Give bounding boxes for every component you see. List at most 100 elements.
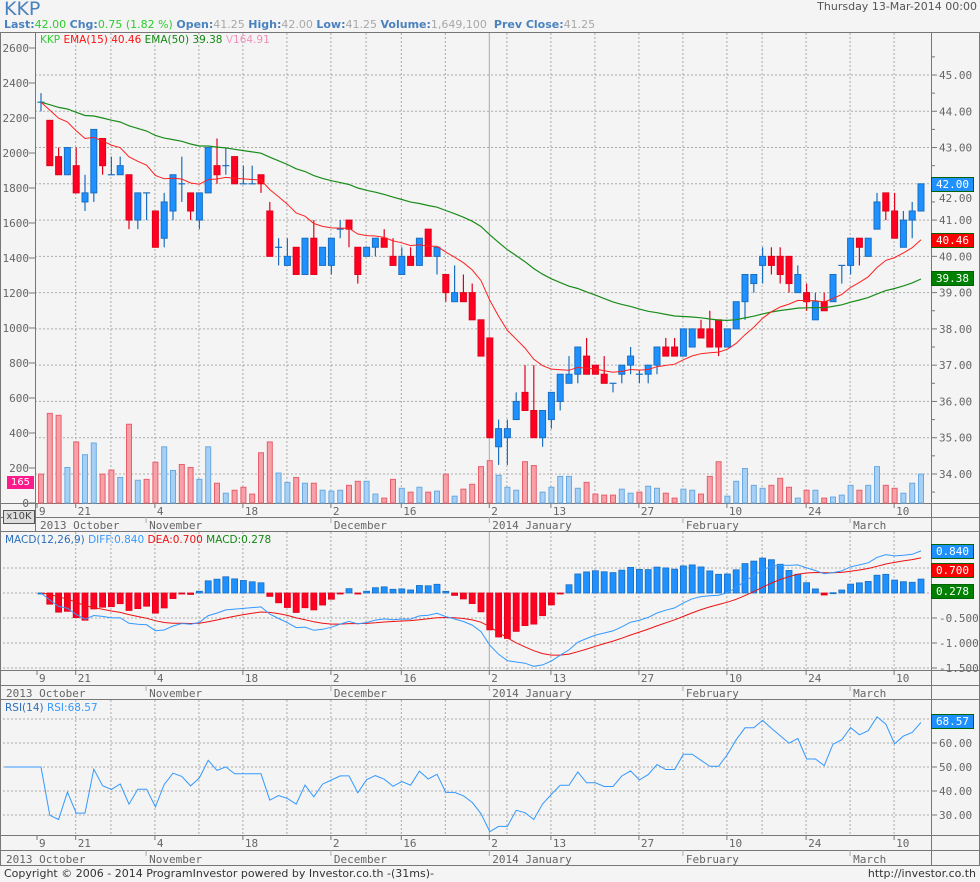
- candlestick[interactable]: [794, 265, 802, 294]
- candlestick[interactable]: [635, 370, 643, 384]
- candlestick[interactable]: [785, 255, 793, 293]
- candlestick[interactable]: [776, 247, 784, 284]
- candlestick[interactable]: [336, 220, 344, 239]
- candlestick[interactable]: [283, 238, 291, 266]
- candlestick[interactable]: [530, 365, 538, 439]
- candlestick[interactable]: [547, 391, 555, 429]
- candlestick[interactable]: [310, 220, 318, 275]
- candlestick[interactable]: [750, 273, 758, 293]
- candlestick[interactable]: [292, 246, 300, 275]
- candlestick[interactable]: [301, 237, 309, 275]
- candlestick[interactable]: [688, 328, 696, 348]
- candlestick[interactable]: [160, 192, 168, 248]
- candlestick[interactable]: [222, 147, 230, 175]
- candlestick[interactable]: [644, 364, 652, 384]
- candlestick[interactable]: [125, 174, 133, 230]
- candlestick[interactable]: [459, 274, 467, 303]
- candlestick[interactable]: [697, 319, 705, 339]
- candlestick[interactable]: [618, 364, 626, 384]
- candlestick[interactable]: [495, 419, 503, 465]
- candlestick[interactable]: [899, 211, 907, 248]
- candlestick[interactable]: [407, 247, 415, 266]
- candlestick[interactable]: [81, 174, 89, 212]
- candlestick[interactable]: [741, 273, 749, 320]
- candlestick[interactable]: [574, 346, 582, 384]
- candlestick[interactable]: [275, 238, 283, 266]
- rsi-tick-label: 30.00: [939, 809, 972, 822]
- candlestick[interactable]: [371, 237, 379, 257]
- candlestick[interactable]: [143, 192, 151, 221]
- candlestick[interactable]: [847, 237, 855, 275]
- candlestick[interactable]: [72, 147, 80, 194]
- candlestick[interactable]: [99, 137, 107, 175]
- candlestick[interactable]: [706, 310, 714, 348]
- candlestick[interactable]: [442, 273, 450, 302]
- candlestick[interactable]: [433, 246, 441, 275]
- candlestick[interactable]: [864, 237, 872, 257]
- candlestick[interactable]: [539, 409, 547, 447]
- candlestick[interactable]: [354, 246, 362, 284]
- candlestick[interactable]: [855, 237, 863, 266]
- candlestick[interactable]: [424, 228, 432, 257]
- candlestick[interactable]: [169, 174, 177, 221]
- candlestick[interactable]: [653, 346, 661, 375]
- candlestick[interactable]: [134, 192, 142, 230]
- candlestick[interactable]: [266, 201, 274, 257]
- candlestick[interactable]: [90, 128, 98, 202]
- candlestick[interactable]: [204, 147, 212, 194]
- candlestick[interactable]: [213, 138, 221, 184]
- candlestick[interactable]: [829, 273, 837, 303]
- candlestick[interactable]: [882, 192, 890, 221]
- candlestick[interactable]: [503, 419, 511, 465]
- candlestick[interactable]: [609, 382, 617, 393]
- candlestick[interactable]: [327, 237, 335, 275]
- candlestick[interactable]: [380, 229, 388, 248]
- candlestick[interactable]: [63, 147, 71, 176]
- candlestick[interactable]: [239, 165, 247, 185]
- candlestick[interactable]: [187, 192, 195, 221]
- candlestick[interactable]: [107, 156, 115, 176]
- candlestick[interactable]: [600, 356, 608, 384]
- candlestick[interactable]: [512, 392, 520, 421]
- candlestick[interactable]: [389, 238, 397, 266]
- candlestick[interactable]: [891, 192, 899, 239]
- candlestick[interactable]: [873, 192, 881, 230]
- candlestick[interactable]: [248, 165, 256, 185]
- candlestick[interactable]: [723, 328, 731, 348]
- candlestick[interactable]: [468, 283, 476, 321]
- candlestick[interactable]: [55, 147, 63, 176]
- volume-unit-button[interactable]: x10K: [3, 510, 35, 524]
- candlestick[interactable]: [195, 192, 203, 230]
- candlestick[interactable]: [565, 356, 573, 384]
- candlestick[interactable]: [732, 301, 740, 330]
- candlestick[interactable]: [556, 373, 564, 411]
- candle-body: [424, 228, 432, 257]
- candlestick[interactable]: [679, 328, 687, 357]
- candlestick[interactable]: [521, 365, 529, 411]
- candlestick[interactable]: [486, 337, 494, 439]
- candlestick[interactable]: [151, 210, 159, 248]
- candlestick[interactable]: [662, 337, 670, 357]
- candlestick[interactable]: [257, 174, 265, 193]
- candlestick[interactable]: [908, 201, 916, 239]
- candlestick[interactable]: [671, 337, 679, 357]
- candlestick[interactable]: [231, 156, 239, 185]
- candlestick[interactable]: [917, 183, 925, 212]
- candlestick[interactable]: [46, 119, 54, 167]
- site-link[interactable]: http://investor.co.th: [867, 867, 976, 880]
- candlestick[interactable]: [759, 247, 767, 284]
- candlestick[interactable]: [451, 265, 459, 303]
- candlestick[interactable]: [715, 319, 723, 357]
- candlestick[interactable]: [363, 246, 371, 257]
- candlestick[interactable]: [319, 246, 327, 266]
- candlestick[interactable]: [415, 237, 423, 266]
- candlestick[interactable]: [116, 156, 124, 176]
- candlestick[interactable]: [803, 283, 811, 311]
- candlestick[interactable]: [767, 247, 775, 275]
- candlestick[interactable]: [811, 292, 819, 321]
- candlestick[interactable]: [345, 219, 353, 248]
- candlestick[interactable]: [398, 247, 406, 275]
- candlestick[interactable]: [477, 319, 485, 357]
- candlestick[interactable]: [838, 264, 846, 284]
